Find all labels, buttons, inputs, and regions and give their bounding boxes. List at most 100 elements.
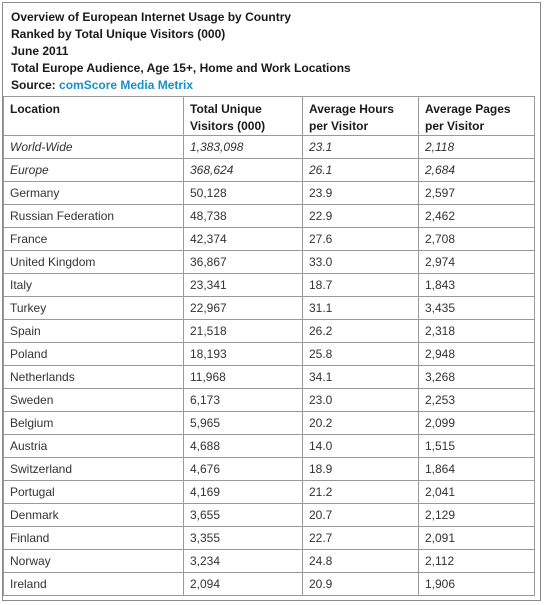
cell-pages: 1,864: [418, 457, 535, 481]
cell-pages: 1,843: [418, 273, 535, 297]
cell-location: Ireland: [3, 572, 184, 596]
table-row: Portugal 4,169 21.2 2,041: [3, 480, 535, 504]
table-header-row: Location Total Unique Visitors (000) Ave…: [3, 96, 535, 136]
cell-location: Sweden: [3, 388, 184, 412]
cell-visitors: 4,688: [183, 434, 303, 458]
source-label: Source:: [11, 78, 60, 92]
cell-location: Portugal: [3, 480, 184, 504]
cell-pages: 2,708: [418, 227, 535, 251]
cell-pages: 2,462: [418, 204, 535, 228]
cell-hours: 23.9: [302, 181, 419, 205]
table-row: Europe 368,624 26.1 2,684: [3, 158, 535, 182]
table-row: Belgium 5,965 20.2 2,099: [3, 411, 535, 435]
cell-hours: 21.2: [302, 480, 419, 504]
cell-hours: 22.9: [302, 204, 419, 228]
cell-location: Turkey: [3, 296, 184, 320]
cell-pages: 2,118: [418, 135, 535, 159]
column-header-visitors: Total Unique Visitors (000): [183, 96, 303, 136]
cell-pages: 1,906: [418, 572, 535, 596]
table-row: Denmark 3,655 20.7 2,129: [3, 503, 535, 527]
cell-pages: 2,041: [418, 480, 535, 504]
table-row: United Kingdom 36,867 33.0 2,974: [3, 250, 535, 274]
cell-hours: 20.2: [302, 411, 419, 435]
cell-hours: 25.8: [302, 342, 419, 366]
cell-hours: 20.9: [302, 572, 419, 596]
cell-location: Belgium: [3, 411, 184, 435]
table-row: Ireland 2,094 20.9 1,906: [3, 572, 535, 596]
report-date: June 2011: [11, 44, 69, 58]
cell-hours: 18.7: [302, 273, 419, 297]
cell-visitors: 36,867: [183, 250, 303, 274]
cell-pages: 3,268: [418, 365, 535, 389]
cell-hours: 26.1: [302, 158, 419, 182]
table-body: World-Wide 1,383,098 23.1 2,118 Europe 368,62…: [3, 135, 535, 596]
column-header-hours: Average Hours per Visitor: [302, 96, 419, 136]
cell-visitors: 1,383,098: [183, 135, 303, 159]
table-row: Russian Federation 48,738 22.9 2,462: [3, 204, 535, 228]
cell-pages: 1,515: [418, 434, 535, 458]
cell-hours: 34.1: [302, 365, 419, 389]
table-row: Italy 23,341 18.7 1,843: [3, 273, 535, 297]
cell-location: United Kingdom: [3, 250, 184, 274]
table-row: Switzerland 4,676 18.9 1,864: [3, 457, 535, 481]
table-row: Germany 50,128 23.9 2,597: [3, 181, 535, 205]
cell-hours: 23.1: [302, 135, 419, 159]
report-source: Source: comScore Media Metrix: [11, 77, 540, 94]
report-subtitle: Ranked by Total Unique Visitors (000): [11, 27, 226, 41]
cell-hours: 14.0: [302, 434, 419, 458]
cell-visitors: 5,965: [183, 411, 303, 435]
cell-hours: 33.0: [302, 250, 419, 274]
source-link[interactable]: comScore Media Metrix: [59, 78, 194, 92]
cell-visitors: 3,655: [183, 503, 303, 527]
cell-hours: 31.1: [302, 296, 419, 320]
cell-visitors: 50,128: [183, 181, 303, 205]
cell-visitors: 18,193: [183, 342, 303, 366]
report-header: Overview of European Internet Usage by C…: [3, 3, 540, 94]
cell-pages: 2,253: [418, 388, 535, 412]
cell-visitors: 6,173: [183, 388, 303, 412]
cell-visitors: 368,624: [183, 158, 303, 182]
cell-visitors: 4,169: [183, 480, 303, 504]
cell-pages: 3,435: [418, 296, 535, 320]
cell-visitors: 4,676: [183, 457, 303, 481]
cell-location: Germany: [3, 181, 184, 205]
column-header-location: Location: [3, 96, 184, 136]
report-title: Overview of European Internet Usage by C…: [11, 10, 292, 24]
cell-location: Finland: [3, 526, 184, 550]
usage-table: Location Total Unique Visitors (000) Ave…: [3, 96, 535, 596]
cell-location: Europe: [3, 158, 184, 182]
cell-visitors: 2,094: [183, 572, 303, 596]
table-row: World-Wide 1,383,098 23.1 2,118: [3, 135, 535, 159]
cell-pages: 2,129: [418, 503, 535, 527]
cell-location: Norway: [3, 549, 184, 573]
cell-visitors: 21,518: [183, 319, 303, 343]
cell-pages: 2,091: [418, 526, 535, 550]
table-row: Sweden 6,173 23.0 2,253: [3, 388, 535, 412]
cell-location: Denmark: [3, 503, 184, 527]
cell-pages: 2,684: [418, 158, 535, 182]
table-row: Finland 3,355 22.7 2,091: [3, 526, 535, 550]
cell-hours: 24.8: [302, 549, 419, 573]
table-row: Turkey 22,967 31.1 3,435: [3, 296, 535, 320]
cell-pages: 2,112: [418, 549, 535, 573]
cell-visitors: 11,968: [183, 365, 303, 389]
cell-pages: 2,948: [418, 342, 535, 366]
cell-hours: 22.7: [302, 526, 419, 550]
cell-visitors: 3,355: [183, 526, 303, 550]
cell-pages: 2,597: [418, 181, 535, 205]
table-row: Spain 21,518 26.2 2,318: [3, 319, 535, 343]
table-row: Netherlands 11,968 34.1 3,268: [3, 365, 535, 389]
cell-location: Italy: [3, 273, 184, 297]
table-row: France 42,374 27.6 2,708: [3, 227, 535, 251]
cell-hours: 27.6: [302, 227, 419, 251]
cell-pages: 2,974: [418, 250, 535, 274]
cell-location: Switzerland: [3, 457, 184, 481]
cell-pages: 2,318: [418, 319, 535, 343]
cell-hours: 23.0: [302, 388, 419, 412]
table-row: Norway 3,234 24.8 2,112: [3, 549, 535, 573]
report-audience: Total Europe Audience, Age 15+, Home and…: [11, 61, 351, 75]
cell-location: Spain: [3, 319, 184, 343]
cell-pages: 2,099: [418, 411, 535, 435]
cell-location: Russian Federation: [3, 204, 184, 228]
cell-hours: 20.7: [302, 503, 419, 527]
